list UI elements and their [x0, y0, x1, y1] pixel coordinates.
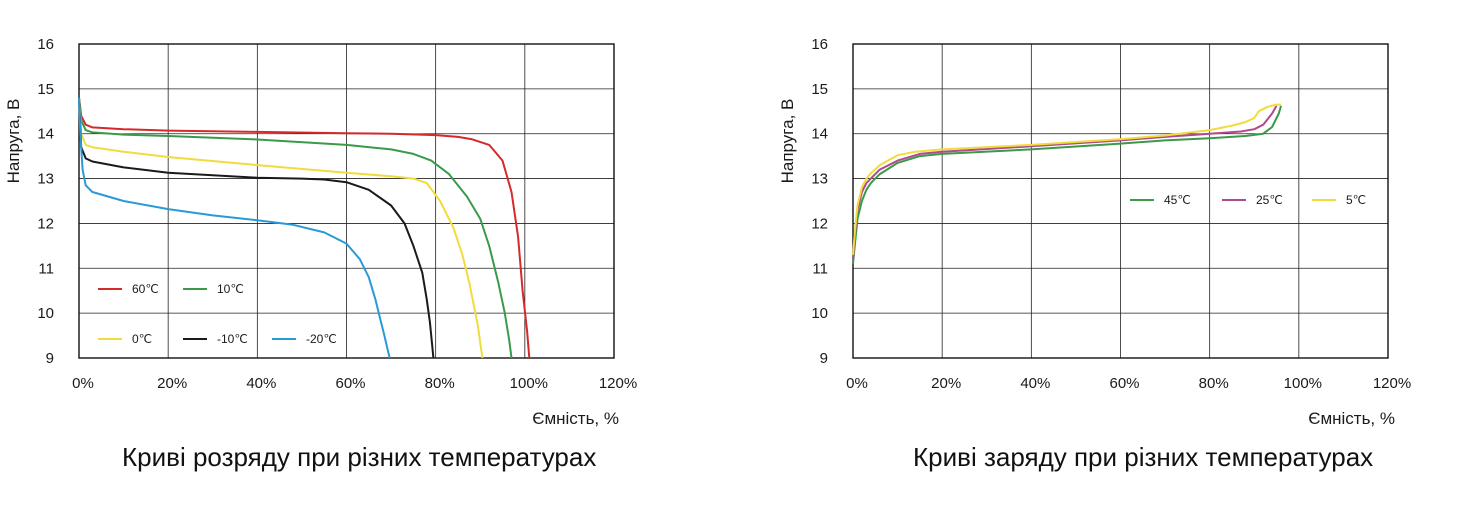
series-line-45	[852, 105, 1282, 264]
legend: 60℃ 10℃ 0℃ -10℃ -20℃	[98, 282, 337, 346]
y-tick-label: 14	[37, 126, 54, 143]
x-tick-label: 60%	[335, 375, 365, 392]
legend-label: 0℃	[132, 332, 152, 346]
x-tick-label: 60%	[1109, 375, 1139, 392]
plot-frame	[78, 43, 615, 359]
x-axis-label: Ємність, %	[532, 409, 619, 428]
y-tick-label: 12	[37, 215, 54, 232]
x-tick-label: 40%	[246, 375, 276, 392]
y-tick-label: 9	[820, 350, 828, 367]
y-axis-label: Напруга, В	[778, 99, 797, 184]
plot-frame	[852, 43, 1389, 359]
charge-caption: Криві заряду при різних температурах	[913, 442, 1374, 472]
x-tick-label: 20%	[931, 375, 961, 392]
chart-1: 0% 20% 40% 60% 80% 100% 120% 9 10 11 12 13 14 15 16 Нап…	[778, 36, 1411, 428]
y-tick-label: 15	[37, 81, 54, 98]
series-line--20	[78, 97, 391, 359]
y-tick-label: 9	[46, 350, 54, 367]
legend-label: -10℃	[217, 332, 248, 346]
y-tick-label: 15	[811, 81, 828, 98]
y-tick-label: 11	[38, 260, 54, 277]
legend-label: 10℃	[217, 282, 244, 296]
series-line-0	[78, 97, 484, 359]
x-tick-label: 120%	[599, 375, 637, 392]
grid	[79, 44, 614, 358]
y-axis-label: Напруга, В	[4, 99, 23, 184]
x-tick-label: 20%	[157, 375, 187, 392]
series-line-10	[78, 97, 513, 359]
y-tick-label: 13	[37, 171, 54, 188]
x-tick-label: 80%	[1199, 375, 1229, 392]
y-tick-label: 16	[37, 36, 54, 53]
y-tick-label: 16	[811, 36, 828, 53]
discharge-caption: Криві розряду при різних температурах	[122, 442, 597, 472]
x-tick-label: 0%	[72, 375, 94, 392]
legend-label: -20℃	[306, 332, 337, 346]
y-tick-label: 14	[811, 126, 828, 143]
legend: 45℃ 25℃ 5℃	[1130, 193, 1366, 207]
y-tick-label: 10	[37, 305, 54, 322]
y-tick-label: 13	[811, 171, 828, 188]
legend-label: 25℃	[1256, 193, 1283, 207]
x-tick-label: 100%	[510, 375, 548, 392]
x-axis-label: Ємність, %	[1308, 409, 1395, 428]
y-tick-label: 10	[811, 305, 828, 322]
x-tick-label: 40%	[1020, 375, 1050, 392]
x-tick-label: 100%	[1284, 375, 1322, 392]
legend-label: 45℃	[1164, 193, 1191, 207]
x-tick-label: 80%	[425, 375, 455, 392]
y-tick-label: 12	[811, 215, 828, 232]
series-line--10	[78, 97, 435, 359]
legend-label: 60℃	[132, 282, 159, 296]
y-tick-label: 11	[812, 260, 828, 277]
legend-label: 5℃	[1346, 193, 1366, 207]
chart-0: 0% 20% 40% 60% 80% 100% 120% 9 10 11 12 13 14 15 16 Нап…	[4, 36, 637, 428]
series-line-60	[78, 97, 531, 359]
grid	[853, 44, 1388, 358]
series-line-5	[852, 103, 1281, 255]
series-line-25	[852, 105, 1278, 260]
x-tick-label: 0%	[846, 375, 868, 392]
x-tick-label: 120%	[1373, 375, 1411, 392]
